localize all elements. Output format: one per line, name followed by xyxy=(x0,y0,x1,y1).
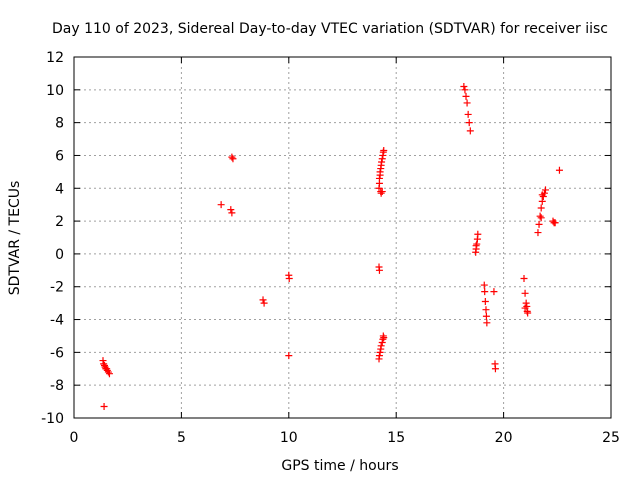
data-point xyxy=(228,209,236,217)
data-point xyxy=(522,299,530,307)
data-point xyxy=(539,192,547,200)
data-point xyxy=(536,212,544,220)
data-point xyxy=(229,155,237,163)
data-point xyxy=(465,119,473,127)
data-point xyxy=(520,275,528,283)
x-tick-label: 15 xyxy=(387,430,405,446)
data-point xyxy=(491,365,499,373)
data-point xyxy=(377,189,385,197)
data-point xyxy=(378,188,386,196)
data-point xyxy=(99,357,107,365)
x-tick-label: 20 xyxy=(495,430,513,446)
data-point xyxy=(472,242,480,250)
data-point xyxy=(466,127,474,135)
y-tick-label: 4 xyxy=(55,181,64,197)
y-tick-label: 10 xyxy=(46,83,64,99)
x-axis-label: GPS time / hours xyxy=(281,458,398,474)
data-point xyxy=(482,312,490,320)
data-point xyxy=(228,153,236,161)
data-point xyxy=(537,214,545,222)
x-tick-label: 0 xyxy=(70,430,79,446)
y-tick-label: -2 xyxy=(50,280,64,296)
y-tick-label: -10 xyxy=(41,411,64,427)
data-point xyxy=(535,220,543,228)
data-point xyxy=(376,348,384,356)
data-point xyxy=(460,83,468,91)
data-point xyxy=(100,403,108,411)
data-points xyxy=(99,83,563,411)
data-point xyxy=(461,86,469,94)
data-point xyxy=(555,166,563,174)
data-point xyxy=(481,288,489,296)
data-point xyxy=(217,201,225,209)
data-point xyxy=(551,219,559,227)
data-point xyxy=(537,204,545,212)
x-tick-label: 5 xyxy=(177,430,186,446)
x-tick-label: 10 xyxy=(280,430,298,446)
data-point xyxy=(380,334,388,342)
data-point xyxy=(375,352,383,360)
y-axis-label: SDTVAR / TECUs xyxy=(7,181,23,296)
y-tick-label: 6 xyxy=(55,148,64,164)
chart-title: Day 110 of 2023, Sidereal Day-to-day VTE… xyxy=(52,21,608,37)
data-point xyxy=(524,309,532,317)
data-point xyxy=(521,304,529,312)
data-point xyxy=(377,342,385,350)
y-tick-label: 12 xyxy=(46,50,64,66)
data-point xyxy=(376,168,384,176)
data-point xyxy=(483,319,491,327)
y-tick-label: 2 xyxy=(55,214,64,230)
data-point xyxy=(473,240,481,248)
data-point xyxy=(521,289,529,297)
y-tick-label: 8 xyxy=(55,116,64,132)
plot-frame xyxy=(73,56,612,419)
data-point xyxy=(541,186,549,194)
data-point xyxy=(378,339,386,347)
data-point xyxy=(285,352,293,360)
data-point xyxy=(538,197,546,205)
data-point xyxy=(105,370,113,378)
data-point xyxy=(464,110,472,118)
data-point xyxy=(375,174,383,182)
x-axis-ticks: 0 5 10 15 20 25 xyxy=(70,57,620,446)
data-point xyxy=(375,266,383,274)
data-point xyxy=(474,230,482,238)
data-point xyxy=(462,92,470,100)
data-point xyxy=(103,365,111,373)
data-point xyxy=(380,147,388,155)
data-point xyxy=(490,288,498,296)
data-point xyxy=(227,206,235,214)
data-point xyxy=(538,191,546,199)
y-tick-label: 0 xyxy=(55,247,64,263)
data-point xyxy=(104,368,112,376)
data-point xyxy=(480,281,488,289)
data-point xyxy=(463,99,471,107)
data-point xyxy=(534,229,542,237)
y-axis-ticks: -10 -8 -6 -4 -2 0 2 4 6 8 10 12 xyxy=(41,50,611,427)
data-point xyxy=(285,275,293,283)
data-point xyxy=(260,299,268,307)
data-point xyxy=(378,158,386,166)
y-tick-label: -4 xyxy=(50,313,64,329)
data-point xyxy=(259,296,267,304)
y-tick-label: -6 xyxy=(50,345,64,361)
data-point xyxy=(481,297,489,305)
data-point xyxy=(378,155,386,163)
data-point xyxy=(100,360,108,368)
data-point xyxy=(482,306,490,314)
x-tick-label: 25 xyxy=(602,430,620,446)
y-tick-label: -8 xyxy=(50,378,64,394)
